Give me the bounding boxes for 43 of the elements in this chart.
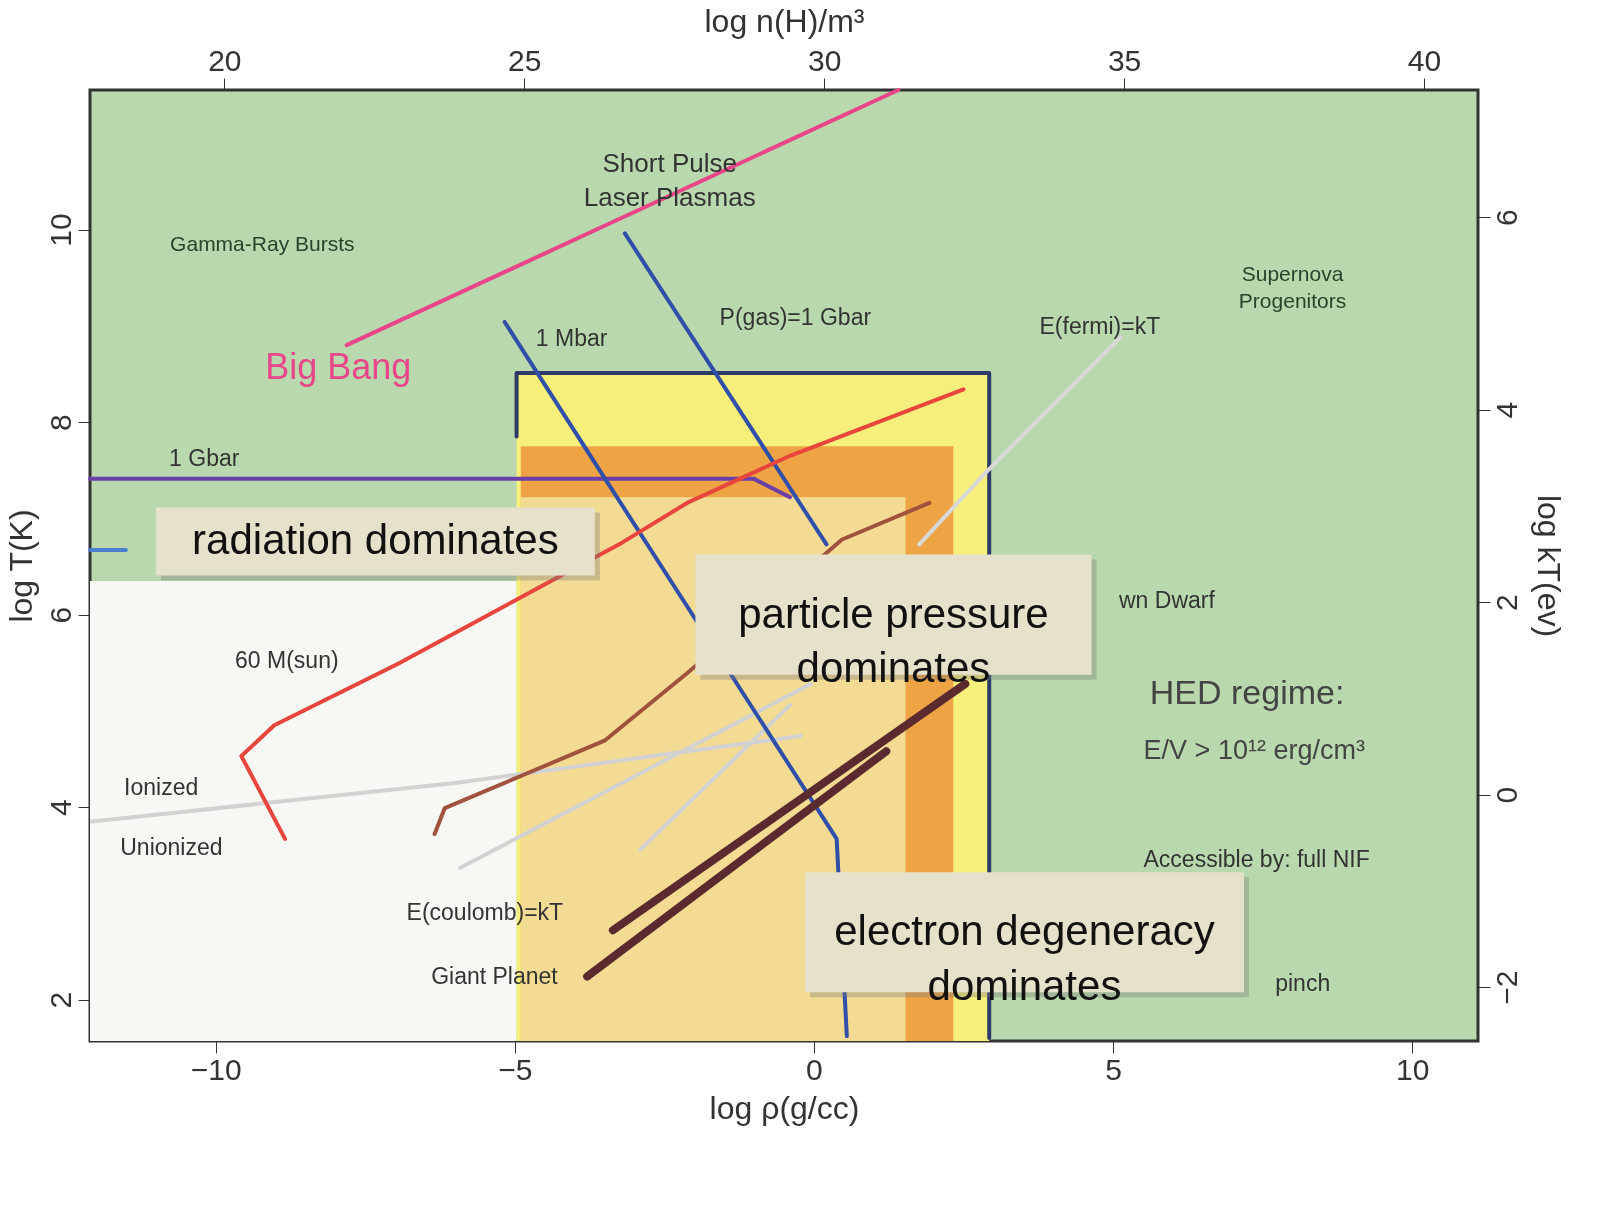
y2-tick-label: −2 — [1489, 970, 1523, 1005]
annotation: Unionized — [120, 833, 223, 860]
y-tick-label: 4 — [43, 799, 77, 816]
annotation: Accessible by: full NIF — [1143, 846, 1370, 873]
annotation: 1 Gbar — [169, 444, 240, 471]
x2-tick-label: 40 — [1407, 43, 1442, 77]
x2-axis-title: log n(H)/m³ — [704, 2, 865, 39]
annotation: electron degeneracy dominates — [834, 907, 1215, 1009]
annotation: pinch — [1275, 970, 1331, 997]
y2-tick-label: 2 — [1489, 594, 1523, 611]
y2-tick-label: 6 — [1489, 209, 1523, 226]
annotation: wn Dwarf — [1117, 587, 1216, 614]
x2-tick-label: 30 — [808, 43, 842, 77]
y-tick-label: 6 — [43, 606, 77, 624]
annotation: Giant Planet — [431, 962, 559, 989]
annotation: Big Bang — [265, 346, 412, 388]
x2-tick-label: 35 — [1107, 43, 1142, 77]
y-axis-title: log T(K) — [2, 509, 39, 623]
y2-tick-label: 4 — [1489, 401, 1523, 419]
x-tick-label: −10 — [190, 1052, 242, 1086]
annotation: E/V > 10¹² erg/cm³ — [1143, 735, 1365, 766]
y-tick-label: 8 — [43, 414, 77, 431]
annotation: P(gas)=1 Gbar — [719, 304, 872, 331]
x-tick-label: 10 — [1396, 1052, 1430, 1086]
y-tick-label: 2 — [43, 991, 77, 1009]
annotation: Ionized — [124, 773, 199, 800]
annotation: E(fermi)=kT — [1039, 312, 1161, 339]
x-axis-title: log ρ(g/cc) — [709, 1089, 860, 1126]
x-tick-label: 0 — [806, 1052, 823, 1086]
y-tick-label: 10 — [43, 213, 77, 247]
annotation: particle pressure dominates — [738, 589, 1049, 692]
annotation: 1 Mbar — [535, 325, 608, 352]
annotation: 60 M(sun) — [235, 646, 339, 673]
x2-tick-label: 25 — [508, 43, 542, 77]
y2-tick-label: 0 — [1489, 786, 1523, 804]
x-tick-label: −5 — [498, 1052, 533, 1086]
x-tick-label: 5 — [1105, 1052, 1122, 1086]
annotation: Gamma-Ray Bursts — [170, 231, 355, 255]
annotation: radiation dominates — [192, 516, 559, 564]
x2-tick-label: 20 — [208, 43, 242, 77]
y2-axis-title: log kT(ev) — [1530, 494, 1567, 638]
annotation: HED regime: — [1149, 673, 1345, 712]
annotation: Supernova Progenitors — [1238, 261, 1347, 313]
